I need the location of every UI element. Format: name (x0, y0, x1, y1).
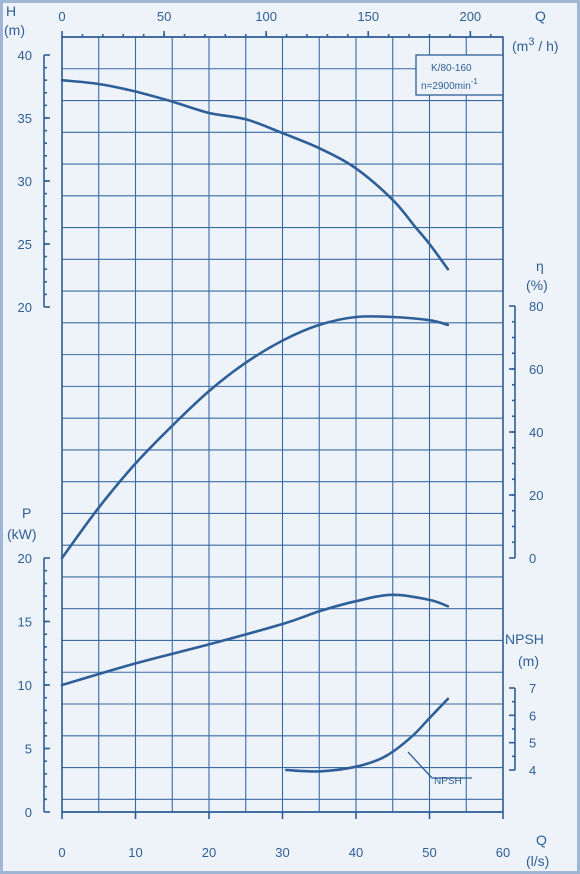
bottom-q-axis-tick-label: 40 (349, 845, 363, 860)
head-axis-tick-label: 20 (18, 300, 32, 315)
top-q-axis-tick-label: 200 (459, 9, 481, 24)
efficiency-axis-tick-label: 40 (529, 425, 543, 440)
top-q-axis-tick-label: 50 (157, 9, 171, 24)
npsh-axis-unit: (m) (518, 653, 539, 669)
efficiency-axis-title: η (536, 258, 544, 274)
npsh-axis-tick-label: 5 (529, 736, 536, 751)
head-axis-title: H (6, 3, 16, 19)
head-axis-tick-label: 35 (18, 111, 32, 126)
npsh-curve (284, 697, 450, 773)
head-axis-tick-label: 25 (18, 237, 32, 252)
head-axis-unit: (m) (4, 22, 25, 38)
head-curve (60, 78, 450, 271)
power-axis-unit: (kW) (7, 526, 37, 542)
chart-series (60, 78, 450, 773)
bottom-q-axis-tick-label: 50 (422, 845, 436, 860)
model-label: K/80-160 (431, 63, 472, 74)
speed-label: n=2900min-1 (421, 77, 478, 92)
head-axis-tick-label: 40 (18, 48, 32, 63)
model-annotation: K/80-160 n=2900min-1 (415, 54, 504, 96)
top-q-axis-tick-label: 150 (357, 9, 379, 24)
efficiency-axis-tick-label: 80 (529, 299, 543, 314)
efficiency-axis-unit: (%) (526, 277, 548, 293)
efficiency-curve (60, 314, 450, 560)
power-axis-tick-label: 0 (25, 805, 32, 820)
bottom-q-axis-tick-label: 20 (202, 845, 216, 860)
top-q-axis-title: Q (535, 8, 546, 24)
bottom-q-axis-tick-label: 30 (275, 845, 289, 860)
bottom-q-axis-tick-label: 60 (496, 845, 510, 860)
efficiency-axis-tick-label: 0 (529, 551, 536, 566)
npsh-axis-title: NPSH (505, 631, 544, 647)
bottom-q-axis-title: Q (536, 832, 547, 848)
top-q-axis-tick-label: 0 (58, 9, 65, 24)
bottom-q-axis-unit: (l/s) (526, 853, 549, 869)
chart-grid (61, 36, 504, 813)
head-axis-tick-label: 30 (18, 174, 32, 189)
top-q-axis-unit: (m3 / h) (512, 36, 559, 54)
power-axis-tick-label: 10 (18, 678, 32, 693)
axis-titles: H (m) Q (m3 / h) η (%) P (kW) NPSH (m) Q… (4, 3, 559, 869)
power-axis-tick-label: 20 (18, 551, 32, 566)
power-axis-tick-label: 15 (18, 615, 32, 630)
power-axis-tick-label: 5 (25, 742, 32, 757)
npsh-axis-tick-label: 7 (529, 681, 536, 696)
npsh-callout: NPSH (407, 751, 472, 787)
power-axis-title: P (22, 505, 31, 521)
bottom-q-axis-tick-label: 10 (128, 845, 142, 860)
bottom-q-axis-tick-label: 0 (58, 845, 65, 860)
efficiency-axis-tick-label: 60 (529, 362, 543, 377)
npsh-axis-tick-label: 4 (529, 763, 536, 778)
npsh-callout-label: NPSH (434, 776, 462, 787)
power-curve (60, 593, 450, 687)
top-q-axis-tick-label: 100 (255, 9, 277, 24)
efficiency-axis-tick-label: 20 (529, 488, 543, 503)
npsh-axis-tick-label: 6 (529, 708, 536, 723)
